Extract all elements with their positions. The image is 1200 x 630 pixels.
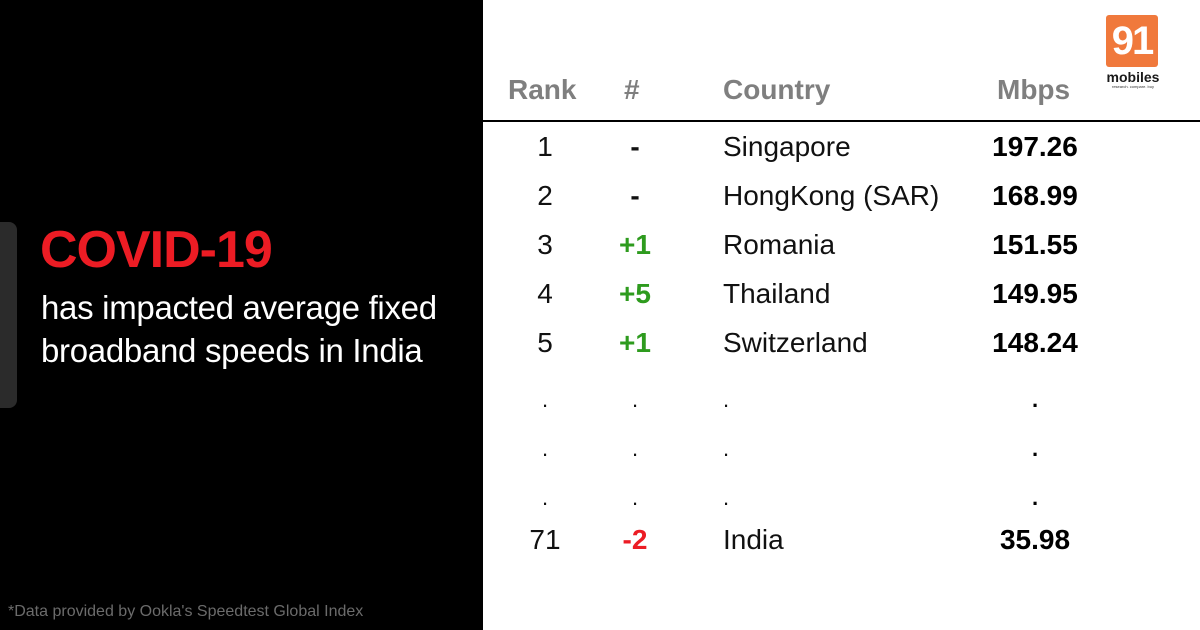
ellipsis-dot: . — [1031, 485, 1039, 510]
ellipsis-dot: . — [541, 387, 549, 412]
speed-mbps: 148.24 — [992, 327, 1078, 358]
rank-change: +1 — [619, 327, 651, 358]
country: Romania — [723, 229, 836, 260]
left-panel: COVID-19 has impacted average fixed broa… — [0, 0, 483, 630]
ellipsis-row: . . . . — [0, 380, 1200, 420]
rank: 5 — [537, 327, 553, 358]
speed-mbps: 149.95 — [992, 278, 1078, 309]
header-rank: Rank — [508, 74, 577, 105]
country: Switzerland — [723, 327, 868, 358]
ellipsis-dot: . — [631, 387, 639, 412]
ellipsis-dot: . — [1031, 387, 1039, 412]
rank: 1 — [537, 131, 553, 162]
ellipsis-dot: . — [1031, 436, 1039, 461]
rank: 4 — [537, 278, 553, 309]
rank-change: +1 — [619, 229, 651, 260]
header-divider — [483, 120, 1200, 122]
country: India — [723, 524, 784, 555]
ellipsis-row: . . . . — [0, 429, 1200, 469]
table-row: 1 - Singapore 197.26 — [0, 127, 1200, 167]
table-row: 5 +1 Switzerland 148.24 — [0, 323, 1200, 363]
rank-change: - — [630, 180, 640, 211]
ellipsis-dot: . — [631, 485, 639, 510]
logo-tagline: research. compare. buy — [1111, 84, 1155, 89]
side-tab — [0, 222, 17, 408]
country: Thailand — [723, 278, 831, 309]
footnote: *Data provided by Ookla's Speedtest Glob… — [8, 603, 364, 620]
ellipsis-dot: . — [723, 485, 730, 510]
91mobiles-logo: 91 mobiles research. compare. buy — [1106, 15, 1160, 89]
rank-change: -2 — [622, 524, 648, 555]
headline: COVID-19 — [40, 221, 273, 279]
rank: 2 — [537, 180, 553, 211]
speed-mbps: 168.99 — [992, 180, 1078, 211]
ellipsis-dot: . — [723, 436, 730, 461]
ellipsis-dot: . — [723, 387, 730, 412]
table-row-india: 71 -2 India 35.98 — [0, 520, 1200, 560]
table-row: 2 - HongKong (SAR) 168.99 — [0, 176, 1200, 216]
speed-mbps: 197.26 — [992, 131, 1078, 162]
ellipsis-row: . . . . — [0, 478, 1200, 518]
ellipsis-dot: . — [541, 436, 549, 461]
logo-word: mobiles — [1106, 69, 1160, 85]
rank-change: +5 — [619, 278, 651, 309]
speed-mbps: 35.98 — [999, 524, 1071, 555]
header-change: # — [624, 74, 640, 105]
rank: 3 — [537, 229, 553, 260]
table-row: 4 +5 Thailand 149.95 — [0, 274, 1200, 314]
ellipsis-dot: . — [631, 436, 639, 461]
rank-change: - — [630, 131, 640, 162]
right-panel — [483, 0, 1200, 630]
ellipsis-dot: . — [541, 485, 549, 510]
speed-mbps: 151.55 — [992, 229, 1078, 260]
header-mbps: Mbps — [997, 74, 1071, 105]
table-row: 3 +1 Romania 151.55 — [0, 225, 1200, 265]
logo-number: 91 — [1106, 15, 1158, 67]
country: HongKong (SAR) — [723, 180, 940, 211]
country: Singapore — [723, 131, 851, 162]
subtext: has impacted average fixed broadband spe… — [41, 289, 437, 369]
header-country: Country — [723, 74, 831, 105]
rank: 71 — [529, 524, 561, 555]
